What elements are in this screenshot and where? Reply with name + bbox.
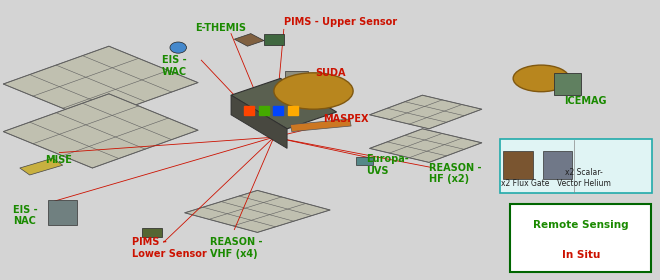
- Bar: [285, 71, 308, 84]
- Bar: [543, 151, 572, 179]
- Bar: [503, 151, 533, 179]
- Text: MASPEX: MASPEX: [323, 114, 369, 124]
- Text: PIMS - Upper Sensor: PIMS - Upper Sensor: [284, 17, 397, 27]
- FancyBboxPatch shape: [500, 139, 652, 193]
- Bar: [288, 106, 298, 115]
- Polygon shape: [20, 158, 63, 175]
- Polygon shape: [185, 190, 330, 232]
- Bar: [273, 106, 283, 115]
- Bar: [244, 106, 254, 115]
- Text: REASON -
VHF (x4): REASON - VHF (x4): [210, 237, 263, 259]
- Polygon shape: [370, 129, 482, 162]
- Bar: [264, 34, 284, 45]
- Text: x2 Scalar-
Vector Helium: x2 Scalar- Vector Helium: [557, 168, 611, 188]
- Polygon shape: [370, 95, 482, 129]
- Text: PIMS -
Lower Sensor: PIMS - Lower Sensor: [132, 237, 207, 259]
- FancyBboxPatch shape: [510, 204, 651, 272]
- Text: Remote Sensing: Remote Sensing: [533, 220, 628, 230]
- Text: MISE: MISE: [45, 155, 72, 165]
- Text: ICEMAG: ICEMAG: [564, 96, 607, 106]
- Text: In Situ: In Situ: [562, 250, 600, 260]
- Text: x2 Flux Gate: x2 Flux Gate: [500, 179, 549, 188]
- Ellipse shape: [274, 73, 353, 109]
- Polygon shape: [3, 46, 198, 120]
- Ellipse shape: [513, 65, 569, 92]
- Bar: [259, 106, 269, 115]
- Ellipse shape: [170, 42, 187, 53]
- Bar: [356, 157, 373, 165]
- Bar: [554, 73, 581, 95]
- Polygon shape: [231, 78, 337, 129]
- Polygon shape: [290, 119, 351, 132]
- Text: REASON -
HF (x2): REASON - HF (x2): [429, 163, 482, 185]
- Bar: [142, 228, 162, 237]
- Text: SUDA: SUDA: [315, 68, 346, 78]
- Bar: [48, 200, 77, 225]
- Polygon shape: [3, 94, 198, 168]
- Text: E-THEMIS: E-THEMIS: [195, 23, 246, 33]
- Polygon shape: [231, 95, 287, 148]
- Polygon shape: [234, 34, 264, 46]
- Text: EIS -
WAC: EIS - WAC: [162, 55, 187, 77]
- Text: EIS -
NAC: EIS - NAC: [13, 205, 38, 227]
- Text: Europa-
UVS: Europa- UVS: [366, 154, 409, 176]
